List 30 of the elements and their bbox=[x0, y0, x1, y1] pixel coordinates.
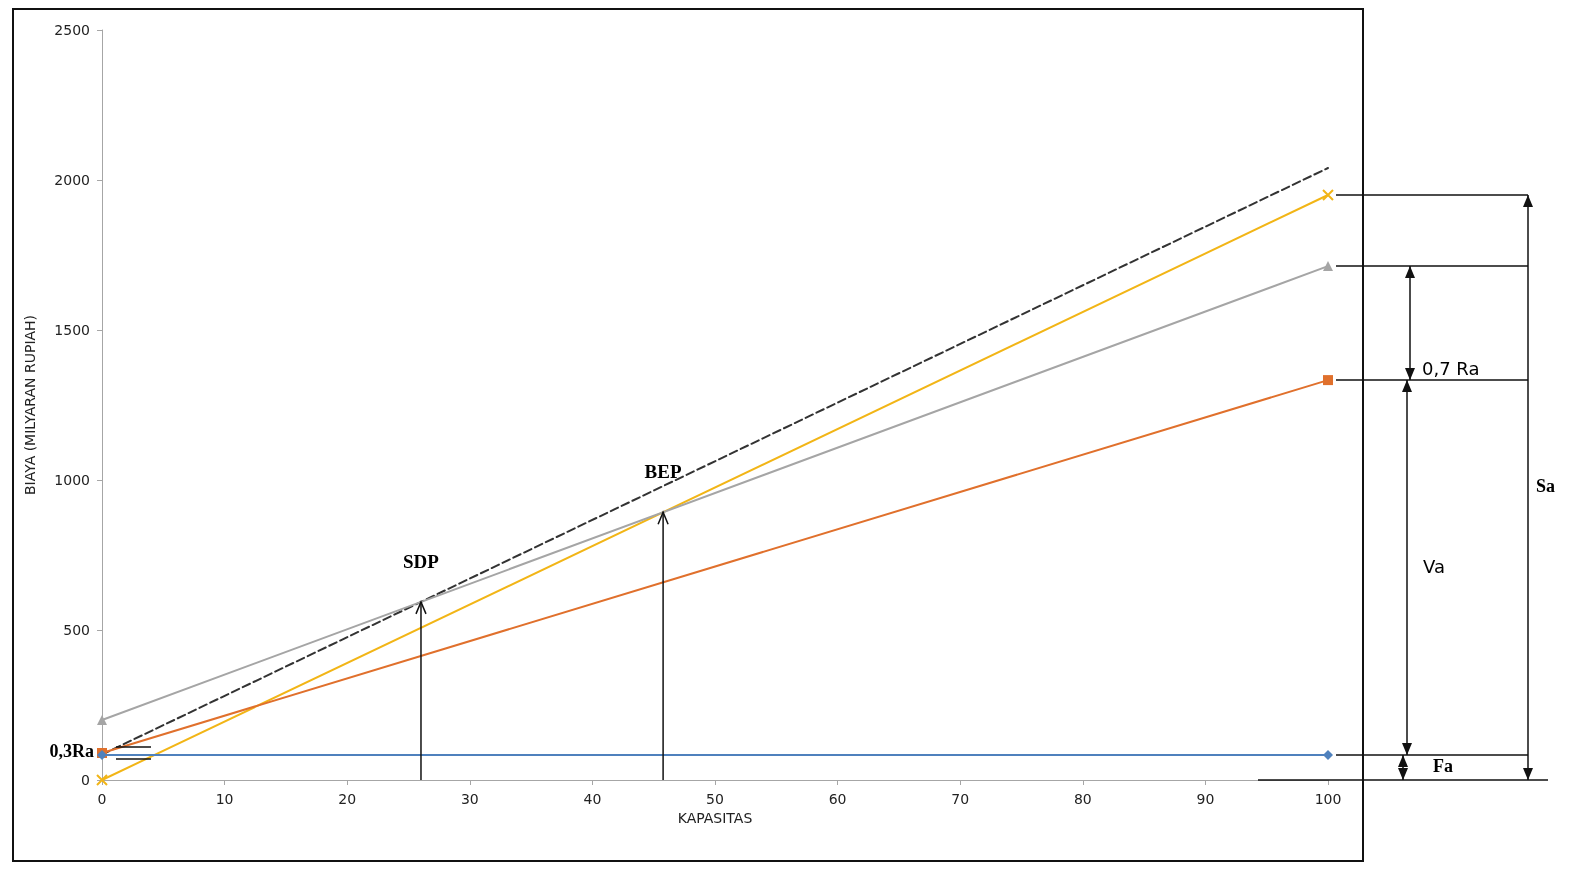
y-tick-label: 1000 bbox=[54, 472, 90, 488]
y-axis-title: BIAYA (MILYARAN RUPIAH) bbox=[22, 314, 38, 496]
y-tick-label: 2000 bbox=[54, 172, 90, 188]
x-tick-label: 60 bbox=[828, 791, 847, 807]
y-tick-label: 500 bbox=[63, 622, 90, 638]
x-tick-label: 20 bbox=[338, 791, 357, 807]
text: Sa bbox=[1536, 475, 1556, 496]
point bbox=[1323, 750, 1333, 761]
point bbox=[96, 774, 108, 786]
y-tick-label: 1500 bbox=[54, 322, 90, 338]
x-tick-label: 70 bbox=[951, 791, 970, 807]
point bbox=[1322, 189, 1334, 201]
y-tick-label: 0 bbox=[81, 772, 90, 788]
x-tick-label: 10 bbox=[215, 791, 234, 807]
point bbox=[1323, 375, 1333, 386]
x-tick-label: 90 bbox=[1196, 791, 1215, 807]
text: Fa bbox=[1433, 755, 1453, 776]
x-tick-label: 100 bbox=[1314, 791, 1342, 807]
text: 0,3Ra bbox=[49, 741, 94, 762]
annotation: BEP bbox=[644, 461, 682, 483]
x-tick-label: 50 bbox=[706, 791, 724, 807]
text: 0,7 Ra bbox=[1422, 358, 1480, 380]
x-tick-label: 80 bbox=[1073, 791, 1092, 807]
y-tick-label: 2500 bbox=[54, 22, 90, 38]
x-tick-label: 0 bbox=[97, 791, 107, 807]
x-tick-label: 40 bbox=[583, 791, 602, 807]
annotation: SDP bbox=[403, 550, 440, 572]
x-tick-label: 30 bbox=[460, 791, 479, 807]
text: Va bbox=[1423, 555, 1445, 577]
x-axis-title: KAPASITAS bbox=[677, 809, 753, 826]
